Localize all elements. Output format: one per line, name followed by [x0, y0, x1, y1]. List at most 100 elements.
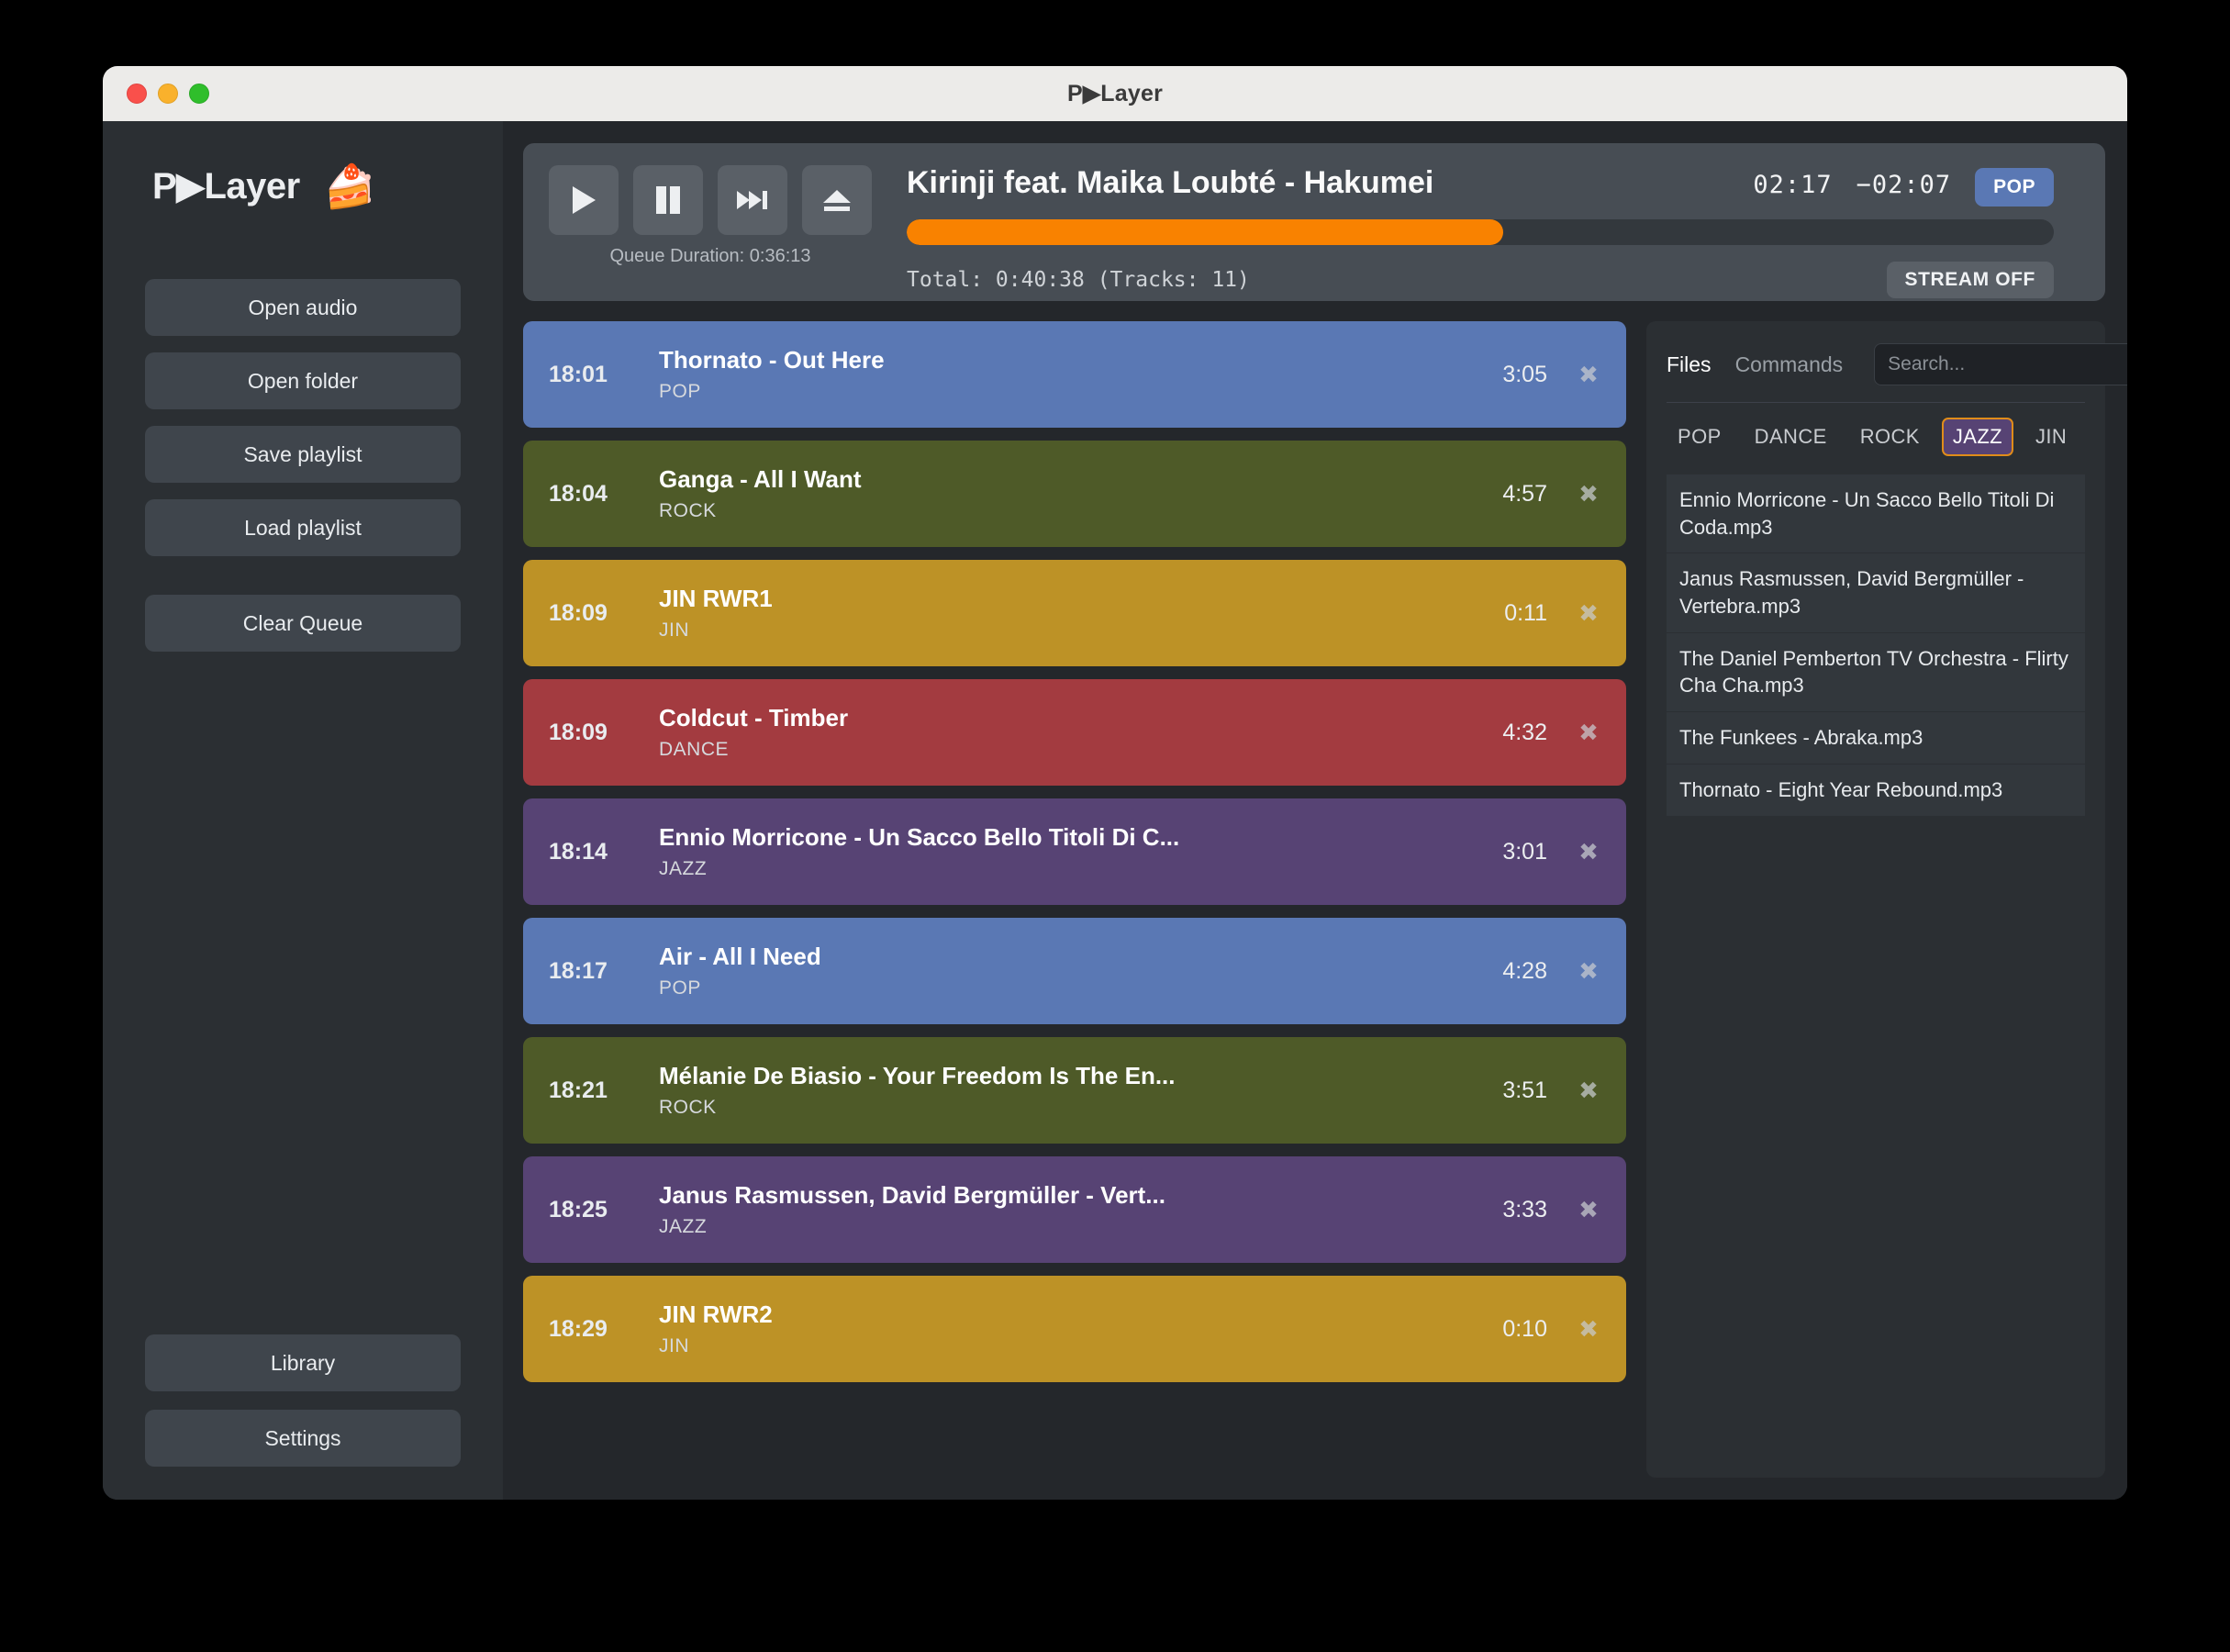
- genre-chip-jazz[interactable]: JAZZ: [1941, 418, 2014, 456]
- queue-row[interactable]: 18:04 Ganga - All I Want ROCK 4:57 ✖: [523, 441, 1626, 547]
- queue-row-texts: Ennio Morricone - Un Sacco Bello Titoli …: [648, 823, 1502, 880]
- remove-track-icon[interactable]: ✖: [1578, 718, 1599, 746]
- clear-queue-button[interactable]: Clear Queue: [145, 595, 461, 652]
- library-button[interactable]: Library: [145, 1334, 461, 1391]
- queue-row[interactable]: 18:09 JIN RWR1 JIN 0:11 ✖: [523, 560, 1626, 666]
- brand-name: P▶Layer: [152, 166, 300, 206]
- play-button[interactable]: [549, 165, 619, 235]
- remove-track-icon[interactable]: ✖: [1578, 956, 1599, 985]
- queue-row-time: 18:14: [549, 838, 608, 865]
- load-playlist-button[interactable]: Load playlist: [145, 499, 461, 556]
- queue-row[interactable]: 18:01 Thornato - Out Here POP 3:05 ✖: [523, 321, 1626, 428]
- window-titlebar: P▶Layer: [103, 66, 2127, 121]
- now-playing-header: Kirinji feat. Maika Loubté - Hakumei 02:…: [907, 165, 2054, 206]
- queue-row-title: Janus Rasmussen, David Bergmüller - Vert…: [659, 1181, 1165, 1209]
- queue-row-texts: Thornato - Out Here POP: [648, 346, 1502, 403]
- queue-row-duration: 3:33: [1502, 1196, 1547, 1222]
- file-list-item[interactable]: Janus Rasmussen, David Bergmüller - Vert…: [1667, 553, 2085, 633]
- remove-track-icon[interactable]: ✖: [1578, 1314, 1599, 1343]
- queue-row-time: 18:17: [549, 957, 608, 984]
- queue-row-title: Thornato - Out Here: [659, 346, 885, 374]
- queue-total-label: Total: 0:40:38 (Tracks: 11): [907, 268, 1250, 292]
- queue-row[interactable]: 18:09 Coldcut - Timber DANCE 4:32 ✖: [523, 679, 1626, 786]
- queue-row-duration: 3:05: [1502, 361, 1547, 387]
- queue-row-texts: Coldcut - Timber DANCE: [648, 704, 1502, 761]
- queue-row-genre: ROCK: [659, 1097, 717, 1118]
- genre-chip-dance[interactable]: DANCE: [1754, 425, 1827, 448]
- genre-chip-rock[interactable]: ROCK: [1859, 425, 1920, 448]
- eject-icon: [821, 187, 853, 213]
- queue-row-time: 18:29: [549, 1315, 608, 1342]
- remove-track-icon[interactable]: ✖: [1578, 598, 1599, 627]
- pause-button[interactable]: [633, 165, 703, 235]
- genre-chip-pop[interactable]: POP: [1678, 425, 1722, 448]
- queue-row-genre: JIN: [659, 1335, 689, 1356]
- queue-row-texts: JIN RWR2 JIN: [648, 1300, 1502, 1357]
- queue-duration-label: Queue Duration: 0:36:13: [609, 246, 811, 266]
- app-brand: P▶Layer 🍰: [145, 165, 461, 207]
- sidebar-divider-space: [145, 573, 461, 595]
- queue-row[interactable]: 18:17 Air - All I Need POP 4:28 ✖: [523, 918, 1626, 1024]
- eject-button[interactable]: [802, 165, 872, 235]
- open-audio-button[interactable]: Open audio: [145, 279, 461, 336]
- now-playing-genre-badge[interactable]: POP: [1975, 168, 2054, 206]
- main-content: Queue Duration: 0:36:13 Kirinji feat. Ma…: [503, 121, 2127, 1500]
- queue-row[interactable]: 18:14 Ennio Morricone - Un Sacco Bello Ti…: [523, 798, 1626, 905]
- queue-row-title: Coldcut - Timber: [659, 704, 849, 731]
- next-track-button[interactable]: [718, 165, 787, 235]
- queue-row[interactable]: 18:21 Mélanie De Biasio - Your Freedom Is…: [523, 1037, 1626, 1144]
- queue-row-time: 18:04: [549, 480, 608, 507]
- file-list-item[interactable]: Ennio Morricone - Un Sacco Bello Titoli …: [1667, 474, 2085, 554]
- file-list-item[interactable]: The Daniel Pemberton TV Orchestra - Flir…: [1667, 632, 2085, 713]
- genre-chip-jin[interactable]: JIN: [2035, 425, 2068, 448]
- transport-buttons: [549, 165, 872, 235]
- queue-row-genre: ROCK: [659, 500, 717, 521]
- remove-track-icon[interactable]: ✖: [1578, 479, 1599, 508]
- queue-row[interactable]: 18:29 JIN RWR2 JIN 0:10 ✖: [523, 1276, 1626, 1382]
- queue-row-title: Air - All I Need: [659, 943, 821, 970]
- file-list-item[interactable]: The Funkees - Abraka.mp3: [1667, 712, 2085, 765]
- remove-track-icon[interactable]: ✖: [1578, 1076, 1599, 1104]
- queue-row-duration: 4:28: [1502, 957, 1547, 984]
- sidebar-bottom-group: Library Settings: [145, 1334, 461, 1467]
- queue-row-genre: JIN: [659, 620, 689, 641]
- browser-divider: [1667, 402, 2085, 403]
- seek-bar[interactable]: [907, 219, 2054, 245]
- open-folder-button[interactable]: Open folder: [145, 352, 461, 409]
- queue-row-genre: DANCE: [659, 739, 730, 760]
- stream-toggle-button[interactable]: STREAM OFF: [1886, 262, 2054, 298]
- settings-button[interactable]: Settings: [145, 1410, 461, 1467]
- queue-row-time: 18:25: [549, 1196, 608, 1222]
- now-playing-section: Kirinji feat. Maika Loubté - Hakumei 02:…: [872, 165, 2078, 298]
- queue-list: 18:01 Thornato - Out Here POP 3:05 ✖ 18:04 Gan…: [523, 321, 1626, 1478]
- queue-row-texts: Air - All I Need POP: [648, 943, 1502, 999]
- tab-commands[interactable]: Commands: [1734, 352, 1844, 376]
- remaining-time: −02:07: [1856, 171, 1952, 199]
- time-display: 02:17 −02:07: [1753, 171, 1951, 199]
- close-window-icon[interactable]: [127, 84, 147, 104]
- minimize-window-icon[interactable]: [158, 84, 178, 104]
- queue-row-title: Ennio Morricone - Un Sacco Bello Titoli …: [659, 823, 1180, 851]
- search-input[interactable]: [1874, 343, 2127, 385]
- tab-files[interactable]: Files: [1667, 352, 1712, 376]
- queue-row-time: 18:09: [549, 719, 608, 745]
- queue-row-texts: Ganga - All I Want ROCK: [648, 465, 1502, 522]
- file-list: Ennio Morricone - Un Sacco Bello Titoli …: [1667, 474, 2085, 1456]
- queue-row-title: Mélanie De Biasio - Your Freedom Is The …: [659, 1062, 1176, 1089]
- remove-track-icon[interactable]: ✖: [1578, 1195, 1599, 1223]
- app-window: P▶Layer P▶Layer 🍰 Open audio Open folder…: [103, 66, 2127, 1500]
- save-playlist-button[interactable]: Save playlist: [145, 426, 461, 483]
- window-body: P▶Layer 🍰 Open audio Open folder Save pl…: [103, 121, 2127, 1500]
- queue-row[interactable]: 18:25 Janus Rasmussen, David Bergmüller -…: [523, 1156, 1626, 1263]
- queue-row-time: 18:09: [549, 599, 608, 626]
- remove-track-icon[interactable]: ✖: [1578, 837, 1599, 865]
- remove-track-icon[interactable]: ✖: [1578, 360, 1599, 388]
- queue-row-title: JIN RWR2: [659, 1300, 773, 1328]
- file-list-item[interactable]: Thornato - Eight Year Rebound.mp3: [1667, 764, 2085, 817]
- maximize-window-icon[interactable]: [189, 84, 209, 104]
- window-title: P▶Layer: [1066, 81, 1163, 106]
- queue-row-time: 18:01: [549, 361, 608, 387]
- queue-row-time: 18:21: [549, 1077, 608, 1103]
- cake-slice-icon: 🍰: [323, 162, 376, 210]
